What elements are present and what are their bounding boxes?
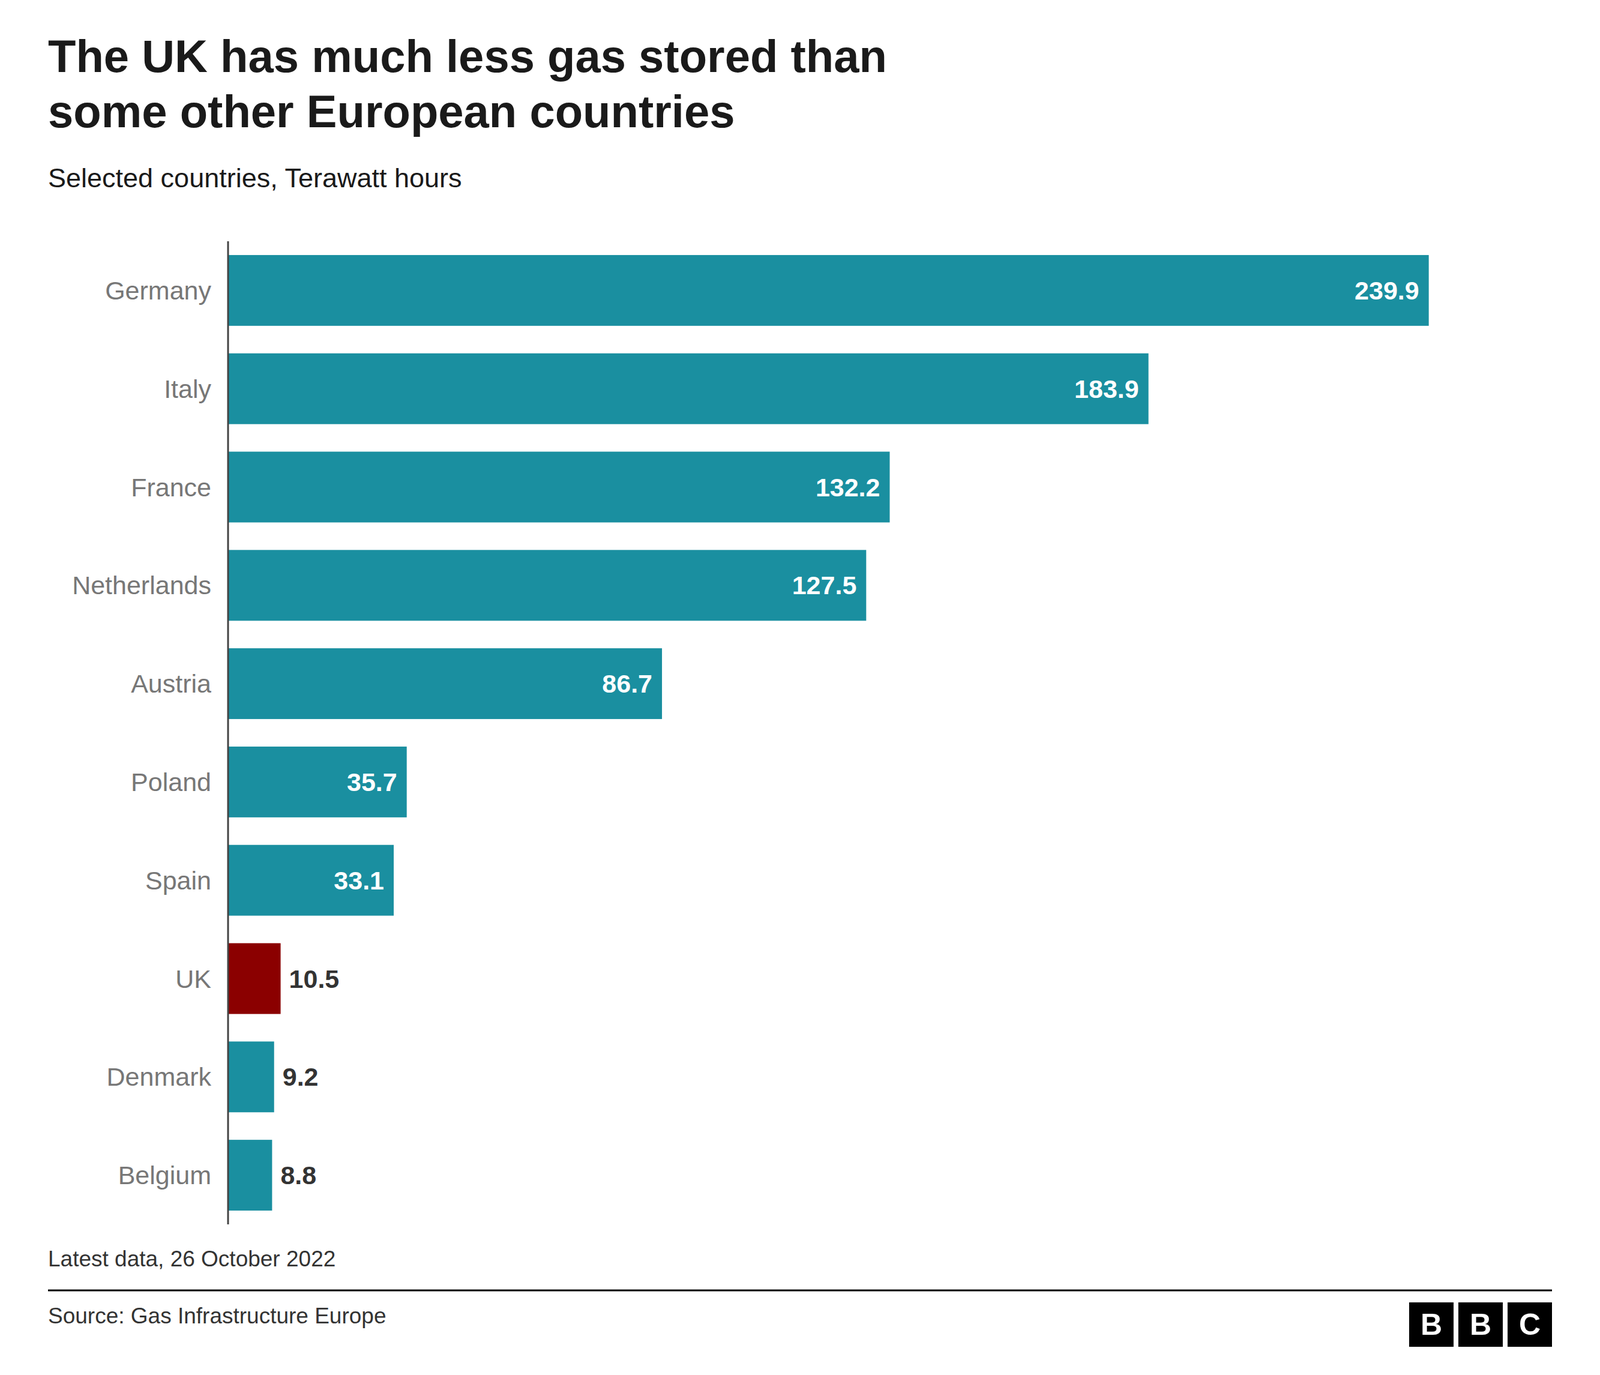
logo-box [1409,1302,1454,1347]
value-label: 239.9 [1354,276,1420,305]
title-line: The UK has much less gas stored than [48,30,888,82]
logo-letter: B [1469,1307,1492,1342]
value-label: 35.7 [346,767,398,797]
value-label: 127.5 [792,570,858,600]
bar [228,353,1149,425]
value-label: 33.1 [333,866,385,895]
bar [228,845,394,916]
category-label: Italy [163,374,212,404]
bar [228,255,1429,326]
subtitle: Selected countries, Terawatt hours [48,162,463,194]
category-label: Austria [130,669,212,698]
category-label: France [130,472,212,502]
logo-box [1507,1302,1552,1347]
background [0,0,1600,1375]
bar [228,648,662,719]
category-label: Belgium [118,1160,212,1190]
category-label: UK [175,964,212,994]
logo-letter: C [1518,1307,1541,1342]
bar [228,549,867,621]
value-label: 8.8 [280,1160,317,1190]
logo-letter: B [1420,1307,1443,1342]
source-note: Source: Gas Infrastructure Europe [48,1303,387,1329]
axis-line [227,241,230,1225]
logo: BBC [1409,1302,1552,1347]
value-label: 86.7 [601,669,653,698]
title-line: some other European countries [48,85,735,137]
value-label: 9.2 [282,1062,319,1092]
category-label: Denmark [106,1062,212,1092]
bar [228,943,281,1015]
value-label: 132.2 [815,472,881,502]
bar [228,746,407,818]
logo-box [1458,1302,1503,1347]
category-label: Netherlands [72,570,212,600]
title: The UK has much less gas stored thansome… [48,30,888,137]
separator [48,1289,1552,1292]
category-label: Germany [105,276,212,305]
value-labels: 239.9 183.9 132.2 127.5 86.7 35.7 33.1 10.5 9.2 8… [280,276,1419,1190]
category-labels: Germany Italy France Netherlands Austria Pola… [72,276,212,1190]
chart: The UK has much less gas stored thansome… [0,0,1600,1375]
bars [228,255,1429,1211]
logo-text: BBC [1420,1307,1541,1342]
bar [228,451,890,523]
category-label: Spain [145,866,212,895]
value-label: 183.9 [1074,374,1140,404]
category-label: Poland [130,767,212,797]
value-label: 10.5 [289,964,340,994]
bar [228,1041,275,1113]
date-note: Latest data, 26 October 2022 [48,1246,336,1272]
bar [228,1139,272,1211]
